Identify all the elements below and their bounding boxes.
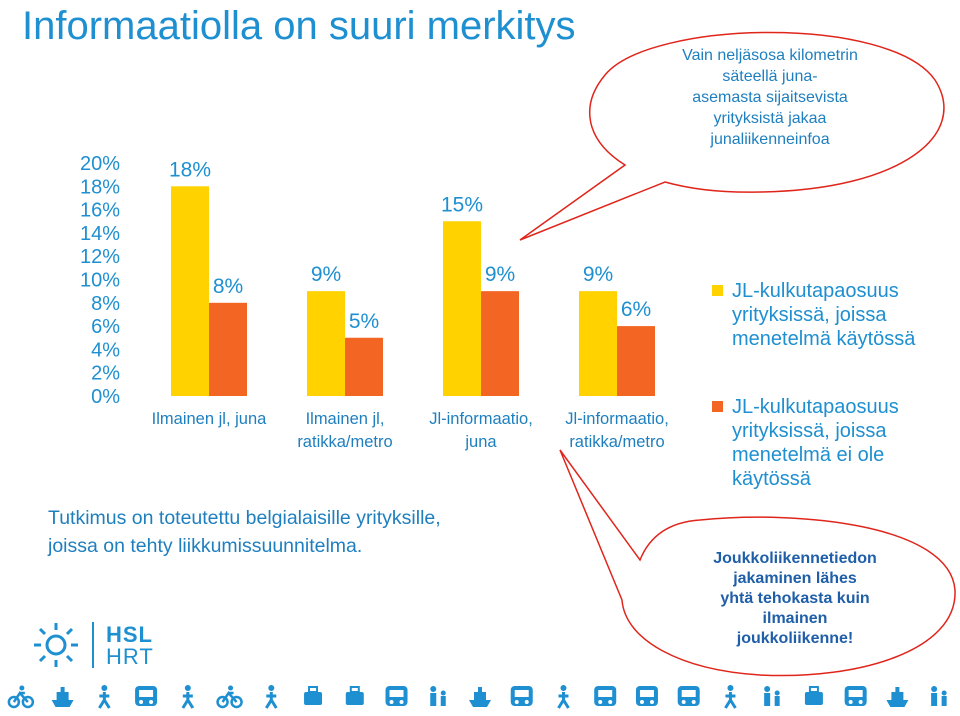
callout-bubble-top xyxy=(519,31,945,241)
bar-with-method xyxy=(579,291,617,396)
y-tick-label: 16% xyxy=(80,200,120,222)
study-note-line: Tutkimus on toteutettu belgialaisille yr… xyxy=(48,507,441,529)
metro-icon xyxy=(635,686,658,706)
legend-swatch-yellow xyxy=(712,285,723,296)
legend-label-line: yrityksissä, joissa xyxy=(732,304,887,326)
data-label: 15% xyxy=(441,193,483,216)
y-tick-label: 12% xyxy=(80,246,120,268)
pedestrian-icon xyxy=(181,685,195,709)
bar-without-method xyxy=(617,326,655,396)
walker-icon xyxy=(724,685,737,709)
stroller-icon xyxy=(265,685,278,709)
x-tick-label: Ilmainen jl, xyxy=(306,410,385,428)
hsl-logo-line2: HRT xyxy=(106,644,154,669)
callout-top-line: Vain neljäsosa kilometrin xyxy=(682,47,858,64)
sun-logo-icon xyxy=(34,623,78,667)
family-icon xyxy=(764,686,780,706)
family-icon xyxy=(430,686,446,706)
legend-swatch-orange xyxy=(712,401,723,412)
train-icon xyxy=(844,686,867,706)
legend-label-line: käytössä xyxy=(732,468,811,490)
bench-icon xyxy=(345,686,364,705)
y-tick-label: 8% xyxy=(91,293,120,315)
callout-top-line: junaliikenneinfoa xyxy=(710,131,830,148)
bicycle-icon xyxy=(216,685,243,709)
callout-top-text: Vain neljäsosa kilometrin säteellä juna-… xyxy=(620,45,920,150)
bar-without-method xyxy=(345,337,383,396)
y-tick-label: 20% xyxy=(80,153,120,175)
data-label: 5% xyxy=(349,310,379,333)
ferry-icon xyxy=(469,687,491,707)
callout-bottom-line: ilmainen xyxy=(762,610,828,627)
legend-label-line: JL-kulkutapaosuus xyxy=(732,396,899,418)
y-tick-label: 6% xyxy=(91,316,120,338)
walker-icon xyxy=(98,685,111,709)
y-tick-label: 10% xyxy=(80,270,120,292)
taxi-icon xyxy=(510,686,533,706)
ferry-icon xyxy=(886,687,909,707)
x-tick-label: Ilmainen jl, juna xyxy=(152,410,267,428)
x-tick-label: Jl-informaatio, xyxy=(565,410,669,428)
bar-with-method xyxy=(171,186,209,396)
callout-bottom-line: yhtä tehokasta kuin xyxy=(720,590,870,607)
callout-bubble-bottom xyxy=(559,449,956,677)
family-icon xyxy=(931,686,947,706)
hsl-logo-line1: HSL xyxy=(106,622,153,647)
callout-top-line: säteellä juna- xyxy=(722,68,818,85)
y-tick-label: 2% xyxy=(91,363,120,385)
callout-bottom-line: Joukkoliikennetiedon xyxy=(713,550,877,567)
callout-top-line: asemasta sijaitsevista xyxy=(692,89,848,106)
ferry-icon xyxy=(51,687,74,707)
bar-with-method xyxy=(443,221,481,396)
data-label: 9% xyxy=(311,263,341,286)
wheelchair-icon xyxy=(557,685,570,709)
x-tick-label: juna xyxy=(464,433,497,451)
y-tick-label: 14% xyxy=(80,223,120,245)
legend-label-line: menetelmä ei ole xyxy=(732,444,885,466)
page-title: Informaatiolla on suuri merkitys xyxy=(22,4,576,48)
bus-icon xyxy=(385,686,408,706)
callout-top-line: yrityksistä jakaa xyxy=(713,110,827,127)
x-tick-label: ratikka/metro xyxy=(297,433,392,451)
bar-with-method xyxy=(307,291,345,396)
bus-icon xyxy=(594,686,617,706)
callout-bottom-text: Joukkoliikennetiedon jakaminen lähes yht… xyxy=(650,549,940,649)
bar-without-method xyxy=(209,302,247,396)
logo-divider xyxy=(92,622,94,668)
y-tick-label: 18% xyxy=(80,176,120,198)
legend-item-with-method: JL-kulkutapaosuus yrityksissä, joissa me… xyxy=(712,279,915,351)
bar-without-method xyxy=(481,291,519,396)
legend-label-line: JL-kulkutapaosuus xyxy=(732,280,899,302)
bar-chart: 0%2%4%6%8%10%12%14%16%18%20% 18%8%Ilmaine… xyxy=(80,153,669,451)
study-note-line: joissa on tehty liikkumissuunnitelma. xyxy=(48,535,363,557)
callout-bottom-line: jakaminen lähes xyxy=(733,570,857,587)
bench-icon xyxy=(804,686,823,705)
luggage-icon xyxy=(304,686,323,705)
callout-bottom-line: joukkoliikenne! xyxy=(736,630,854,647)
data-label: 9% xyxy=(583,263,613,286)
legend-item-without-method: JL-kulkutapaosuus yrityksissä, joissa me… xyxy=(712,395,899,491)
data-label: 6% xyxy=(621,298,651,321)
data-label: 18% xyxy=(169,158,211,181)
legend-label-line: yrityksissä, joissa xyxy=(732,420,887,442)
study-note: Tutkimus on toteutettu belgialaisille yr… xyxy=(48,504,441,560)
x-tick-label: Jl-informaatio, xyxy=(429,410,533,428)
y-tick-label: 0% xyxy=(91,386,120,408)
data-label: 8% xyxy=(213,275,243,298)
tram-icon xyxy=(135,686,158,706)
x-tick-label: ratikka/metro xyxy=(569,433,664,451)
cyclist-icon xyxy=(7,685,35,709)
transport-icon-bar xyxy=(7,685,947,709)
legend-label-line: menetelmä käytössä xyxy=(732,328,916,350)
y-tick-label: 4% xyxy=(91,339,120,361)
data-label: 9% xyxy=(485,263,515,286)
train-icon xyxy=(677,686,700,706)
hsl-logo: HSL HRT xyxy=(106,624,154,668)
